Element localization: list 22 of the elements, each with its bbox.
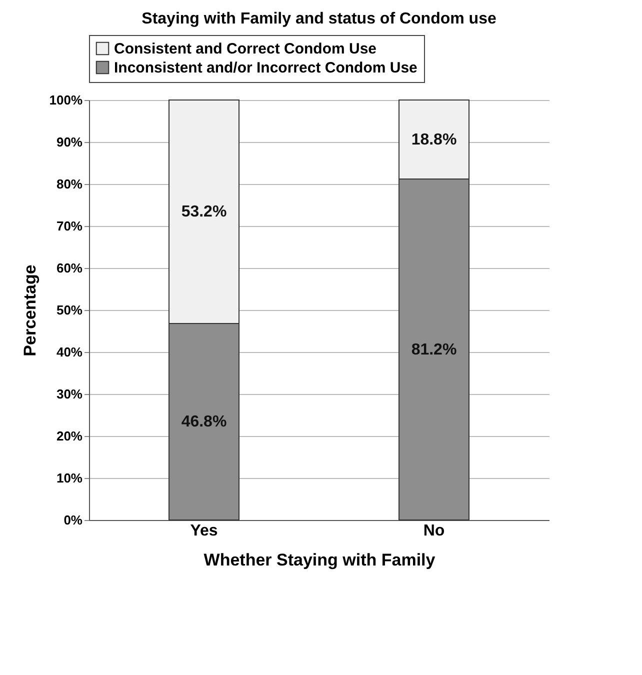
y-axis-title: Percentage <box>20 264 40 356</box>
y-tick-label: 90% <box>56 134 83 150</box>
y-tick-label: 70% <box>56 218 83 234</box>
chart-title: Staying with Family and status of Condom use <box>142 10 496 28</box>
legend-label: Consistent and Correct Condom Use <box>114 40 377 58</box>
x-tick-label: Yes <box>190 522 218 540</box>
data-label: 46.8% <box>181 414 227 431</box>
y-tick-label: 30% <box>56 386 83 402</box>
y-tick-label: 60% <box>56 260 83 276</box>
y-tick-label: 80% <box>56 176 83 192</box>
x-tick-label: No <box>423 522 445 540</box>
y-tick-label: 50% <box>56 302 83 318</box>
y-tick-label: 20% <box>56 428 83 444</box>
data-label: 81.2% <box>411 341 457 358</box>
legend-label: Inconsistent and/or Incorrect Condom Use <box>114 60 418 76</box>
x-axis-title: Whether Staying with Family <box>204 550 436 570</box>
y-tick-label: 40% <box>56 344 83 360</box>
y-tick-label: 100% <box>49 92 83 108</box>
y-tick-label: 10% <box>56 470 83 486</box>
data-label: 18.8% <box>411 131 457 148</box>
data-label: 53.2% <box>181 204 227 221</box>
y-tick-label: 0% <box>64 512 83 528</box>
